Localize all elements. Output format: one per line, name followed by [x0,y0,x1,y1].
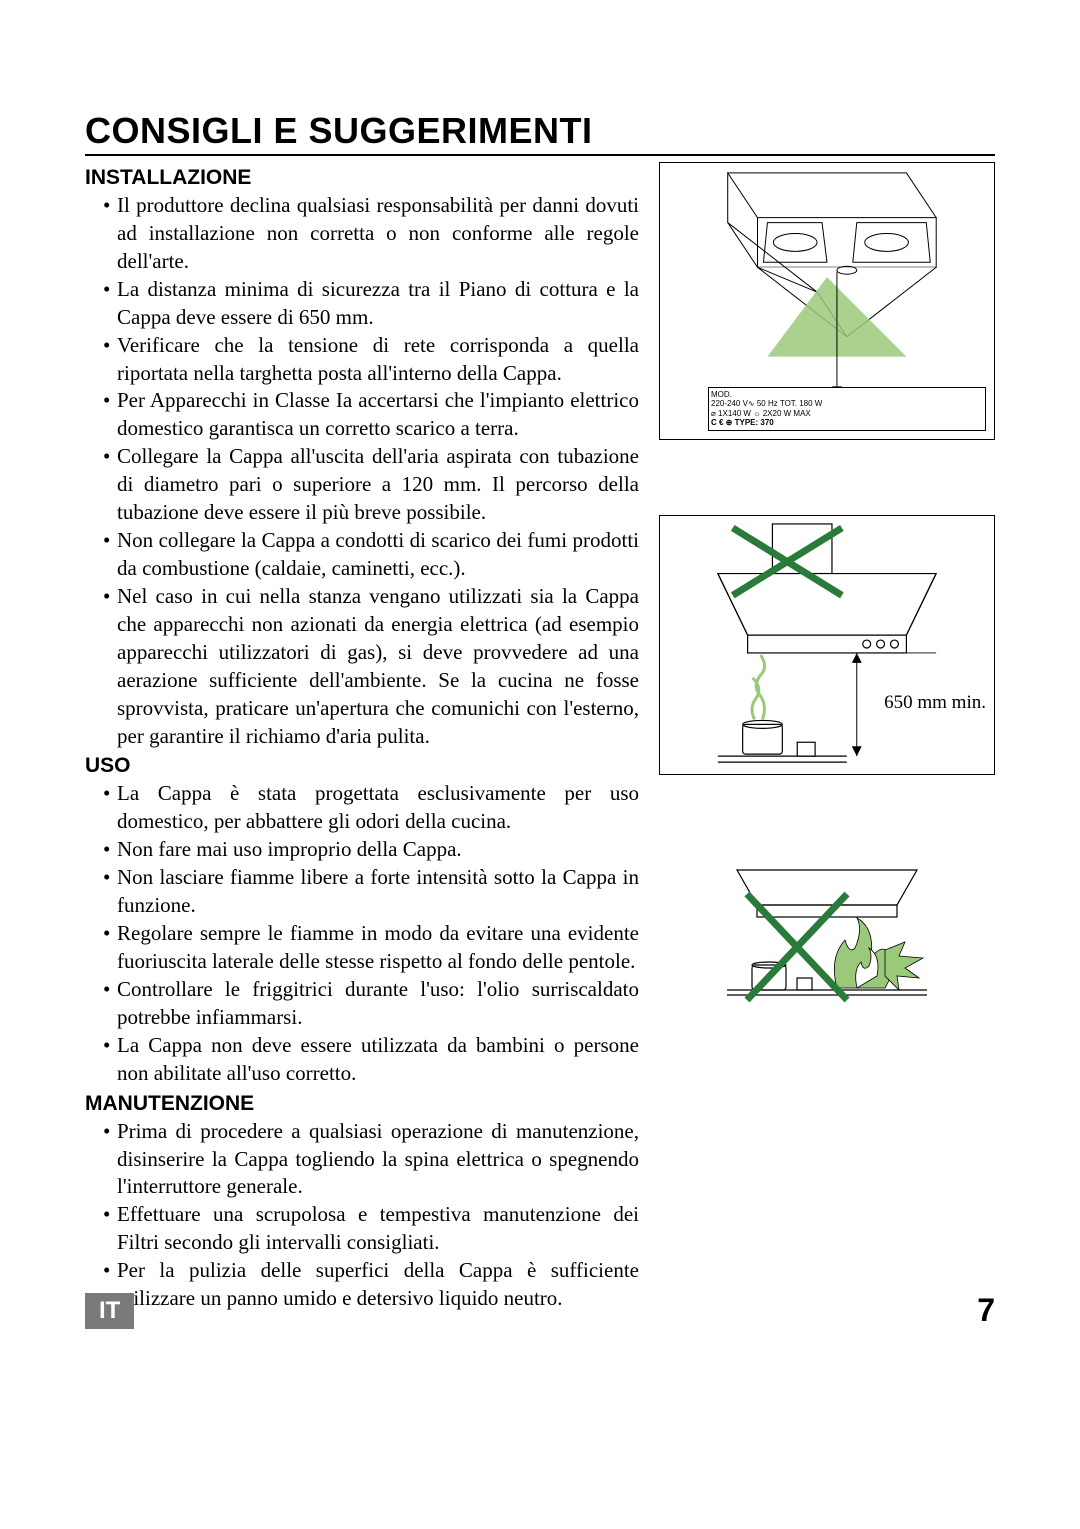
steam-icon [752,655,765,720]
fire-diagram-icon [659,850,995,1010]
list-item: Il produttore declina qualsiasi responsa… [103,192,639,276]
rating-line: C € ⊕ TYPE: 370 [711,418,983,428]
list-item: La Cappa non deve essere utilizzata da b… [103,1032,639,1088]
list-item: Verificare che la tensione di rete corri… [103,332,639,388]
list-item: La distanza minima di sicurezza tra il P… [103,276,639,332]
figure-rating-plate: MOD. 220-240 V∿ 50 Hz TOT. 180 W ⌀ 1X140… [659,162,995,440]
figure-fire-warning [659,850,995,1010]
page-title: CONSIGLI E SUGGERIMENTI [85,110,995,154]
list-item: Regolare sempre le fiamme in modo da evi… [103,920,639,976]
rating-plate-label: MOD. 220-240 V∿ 50 Hz TOT. 180 W ⌀ 1X140… [708,387,986,431]
footer-page-number: 7 [977,1292,995,1329]
section-heading-manutenzione: MANUTENZIONE [85,1092,639,1116]
uso-list: La Cappa è stata progettata esclusivamen… [85,780,639,1087]
title-rule: CONSIGLI E SUGGERIMENTI [85,110,995,156]
list-item: Collegare la Cappa all'uscita dell'aria … [103,443,639,527]
list-item: Non collegare la Cappa a condotti di sca… [103,527,639,583]
document-page: CONSIGLI E SUGGERIMENTI INSTALLAZIONE Il… [0,0,1080,1529]
list-item: Effettuare una scrupolosa e tempestiva m… [103,1201,639,1257]
installazione-list: Il produttore declina qualsiasi responsa… [85,192,639,750]
text-column: INSTALLAZIONE Il produttore declina qual… [85,162,639,1313]
list-item: Non lasciare fiamme libere a forte inten… [103,864,639,920]
list-item: La Cappa è stata progettata esclusivamen… [103,780,639,836]
footer-lang-badge: IT [85,1293,134,1329]
list-item: Prima di procedere a qualsiasi operazion… [103,1118,639,1202]
section-heading-installazione: INSTALLAZIONE [85,166,639,190]
rating-line: ⌀ 1X140 W ☼ 2X20 W MAX [711,409,983,419]
flames-icon [834,918,893,988]
manutenzione-list: Prima di procedere a qualsiasi operazion… [85,1118,639,1313]
distance-label: 650 mm min. [884,692,986,714]
image-column: MOD. 220-240 V∿ 50 Hz TOT. 180 W ⌀ 1X140… [659,162,995,1313]
page-footer: IT 7 [85,1292,995,1329]
content-row: INSTALLAZIONE Il produttore declina qual… [85,162,995,1313]
list-item: Controllare le friggitrici durante l'uso… [103,976,639,1032]
rating-line: 220-240 V∿ 50 Hz TOT. 180 W [711,399,983,409]
section-heading-uso: USO [85,754,639,778]
spark-icon [885,942,923,990]
figure-distance: 650 mm min. [659,515,995,775]
list-item: Nel caso in cui nella stanza vengano uti… [103,583,639,751]
list-item: Per Apparecchi in Classe Ia accertarsi c… [103,387,639,443]
list-item: Non fare mai uso improprio della Cappa. [103,836,639,864]
rating-line: MOD. [711,390,983,400]
distance-diagram-icon [660,516,994,774]
